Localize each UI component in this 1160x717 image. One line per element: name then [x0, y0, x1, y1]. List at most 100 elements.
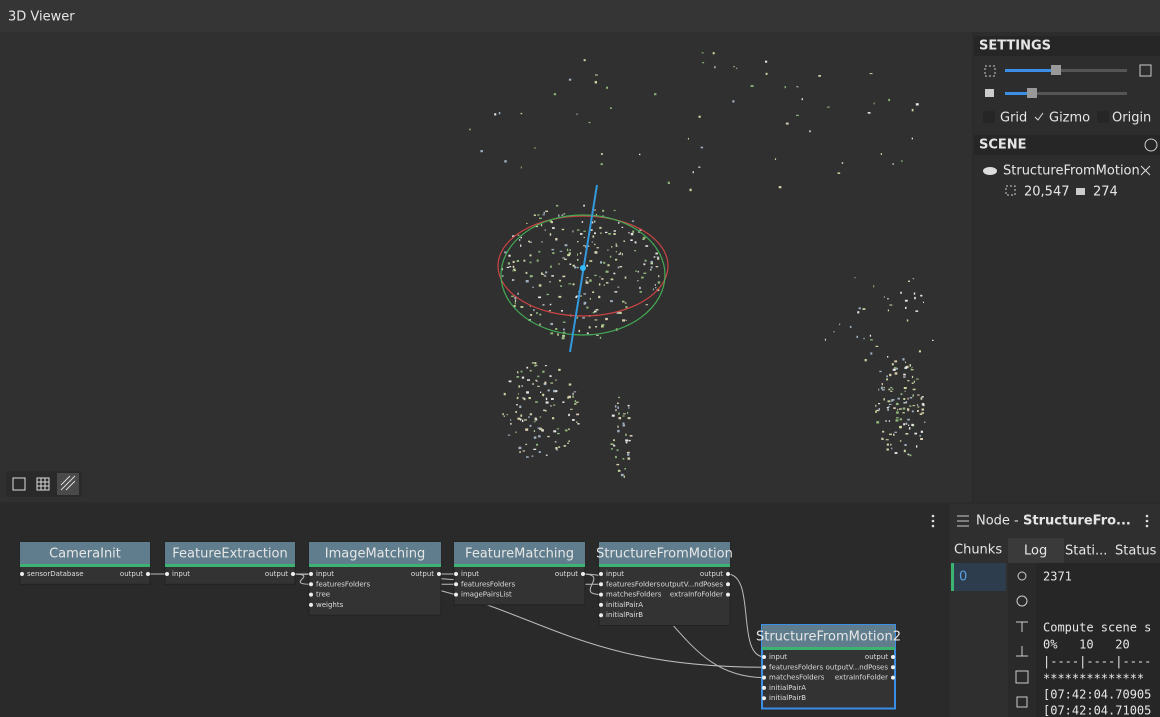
point — [841, 162, 844, 164]
slider-track — [1005, 69, 1127, 72]
point — [594, 274, 597, 277]
point — [875, 345, 879, 347]
point — [615, 409, 617, 412]
point — [594, 209, 596, 211]
tab[interactable]: Stati... — [1065, 544, 1107, 559]
output-port[interactable] — [291, 572, 295, 576]
point — [583, 302, 586, 305]
eye-icon[interactable] — [983, 167, 997, 175]
point — [553, 93, 557, 96]
point — [541, 428, 543, 432]
point — [629, 435, 633, 437]
input-port[interactable] — [454, 572, 458, 576]
point — [533, 448, 537, 450]
point — [540, 224, 543, 227]
point — [638, 231, 641, 233]
point — [583, 236, 585, 239]
output-port[interactable] — [891, 655, 895, 659]
input-port[interactable] — [454, 592, 458, 597]
point — [882, 438, 884, 440]
point — [611, 443, 615, 445]
input-port[interactable] — [309, 592, 313, 597]
point — [641, 276, 644, 279]
point — [576, 413, 580, 416]
tab[interactable]: Status — [1115, 544, 1157, 559]
input-label: featuresFolders — [769, 663, 824, 671]
log-icons[interactable] — [1015, 571, 1029, 708]
input-port[interactable] — [599, 592, 603, 597]
checkbox[interactable] — [983, 111, 995, 123]
output-port[interactable] — [726, 572, 730, 576]
point — [578, 329, 581, 333]
point — [508, 254, 511, 257]
point — [654, 93, 657, 96]
output-port[interactable] — [437, 572, 441, 576]
view-button[interactable] — [12, 477, 26, 491]
output-port[interactable] — [726, 592, 730, 597]
point — [858, 307, 861, 310]
point — [544, 365, 547, 367]
camera-icon — [985, 89, 994, 97]
point — [525, 428, 529, 431]
point — [654, 284, 656, 286]
input-port[interactable] — [599, 582, 603, 587]
point — [702, 62, 705, 64]
node-name: StructureFro... — [1023, 514, 1131, 529]
input-port[interactable] — [762, 675, 766, 680]
tab-active[interactable] — [1008, 538, 1064, 563]
chunk-label[interactable]: 0 — [959, 570, 967, 585]
point — [551, 221, 553, 224]
tab[interactable]: Log — [1024, 544, 1047, 559]
point — [649, 269, 652, 271]
fit-icon[interactable] — [1139, 64, 1152, 77]
output-port[interactable] — [891, 675, 895, 680]
point — [528, 397, 531, 400]
node-panel-menu[interactable] — [1145, 514, 1149, 528]
input-port[interactable] — [454, 582, 458, 587]
output-port[interactable] — [891, 665, 895, 670]
output-port[interactable] — [146, 572, 150, 576]
input-port[interactable] — [762, 665, 766, 670]
input-port[interactable] — [762, 655, 766, 659]
input-port[interactable] — [309, 602, 313, 607]
point — [873, 102, 875, 105]
checkmark[interactable] — [1034, 112, 1044, 121]
output-port[interactable] — [581, 572, 585, 576]
input-port[interactable] — [599, 602, 603, 607]
point — [910, 368, 913, 371]
point — [615, 243, 617, 246]
point — [570, 408, 573, 410]
point — [905, 366, 908, 369]
point — [698, 166, 701, 168]
input-port[interactable] — [762, 696, 766, 701]
point — [575, 296, 578, 299]
input-port[interactable] — [20, 572, 24, 576]
input-port[interactable] — [599, 572, 603, 576]
point — [544, 229, 546, 232]
info-icon[interactable] — [1144, 138, 1158, 152]
texture-button[interactable] — [57, 473, 79, 495]
slider-handle[interactable] — [1051, 65, 1061, 75]
input-port[interactable] — [309, 572, 313, 576]
point — [586, 277, 589, 279]
point — [618, 396, 620, 399]
input-port[interactable] — [309, 582, 313, 587]
point — [553, 404, 556, 406]
point — [591, 241, 593, 243]
output-port[interactable] — [726, 582, 730, 587]
point — [902, 407, 906, 410]
input-port[interactable] — [599, 613, 603, 618]
point — [888, 406, 890, 408]
checkbox[interactable] — [1097, 111, 1109, 123]
point — [864, 359, 867, 362]
point — [513, 268, 516, 271]
chunk-row[interactable] — [951, 563, 1006, 591]
graph-menu[interactable] — [931, 514, 935, 528]
input-port[interactable] — [762, 685, 766, 690]
input-port[interactable] — [165, 572, 169, 576]
slider-handle[interactable] — [1027, 88, 1037, 98]
input-label: initialPairA — [606, 601, 643, 609]
remove-icon[interactable] — [1140, 165, 1151, 176]
grid-button[interactable] — [36, 477, 50, 491]
point — [521, 376, 525, 379]
